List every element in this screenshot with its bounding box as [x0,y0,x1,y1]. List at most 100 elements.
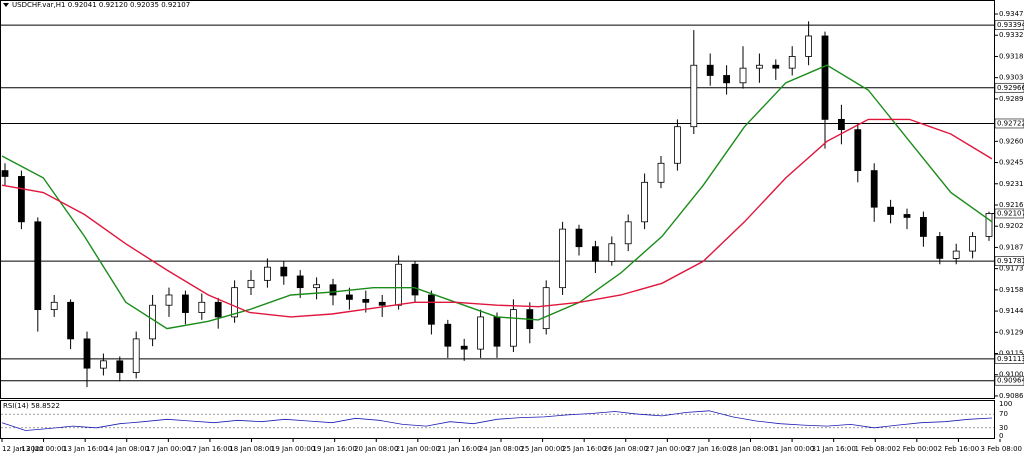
rsi-tick-label: 0 [999,432,1003,440]
level-box [994,354,1024,364]
rsi-label: RSI(14) 58.8522 [3,402,60,410]
candle-body [624,221,632,245]
candle-body [542,287,550,330]
x-tick-label: 31 Jan 16:00 [812,445,856,453]
x-tick-label: 2 Feb 16:00 [938,445,979,453]
candle-body [444,323,452,347]
candle-body [985,213,993,237]
candle-body [772,64,780,69]
rsi-tick-label: 30 [999,424,1008,432]
x-tick-label: 17 Jan 16:00 [188,445,232,453]
candle-body [969,236,976,252]
candle-body [838,118,845,131]
x-tick-label: 2 Feb 00:00 [896,445,937,453]
level-label: 0.93394 [997,21,1024,29]
x-tick-label: 12 Jan 2022 [2,445,44,453]
x-tick-label: 21 Jan 00:00 [396,445,440,453]
candle-body [34,221,42,311]
moving-average [1,64,993,330]
candle-body [460,345,468,350]
x-tick-label: 25 Jan 16:00 [562,445,606,453]
rsi-line [1,410,993,431]
candle-body [805,35,812,57]
candle-body [592,246,599,262]
level-label: 0.92966 [997,84,1024,92]
x-tick-label: 19 Jan 16:00 [313,445,357,453]
level-label: 0.92722 [997,119,1024,127]
candle-body [67,301,74,340]
y-tick-label: 0.93325 [999,31,1024,39]
candle-body [493,316,501,347]
x-tick-label: 17 Jan 00:00 [146,445,190,453]
level-box [994,256,1024,266]
candle-body [690,64,698,128]
rsi-tick-label: 70 [999,410,1008,418]
candle-body [657,162,665,183]
x-tick-label: 13 Jan 16:00 [63,445,107,453]
candle-body [83,338,91,369]
candle-body [854,129,862,171]
candle-body [870,170,878,208]
x-tick-label: 26 Jan 08:00 [604,445,648,453]
candle-body [575,228,583,248]
candle-body [706,64,714,76]
level-box [994,375,1024,386]
x-tick-label: 3 Feb 08:00 [981,445,1022,453]
candle-body [477,316,485,350]
header: USDCHF.var,H1 0.92041 0.92120 0.92035 0.… [12,1,190,9]
candle-body [920,217,927,237]
y-tick-label: 0.91295 [999,328,1024,336]
x-tick-label: 28 Jan 08:00 [728,445,772,453]
x-tick-label: 31 Jan 00:00 [770,445,814,453]
candle-body [149,304,157,340]
moving-average [1,118,993,318]
rsi-tick-label: 100 [999,400,1012,408]
candle-body [132,338,140,373]
current-price-label: 0.92107 [997,209,1024,217]
candle-body [821,35,829,120]
y-tick-label: 0.91005 [999,371,1024,379]
main-frame [0,0,995,399]
x-tick-label: 20 Jan 08:00 [354,445,398,453]
candle-body [903,214,911,218]
x-tick-label: 21 Jan 16:00 [437,445,481,453]
level-box [994,20,1024,30]
candle-body [198,301,206,313]
candle-body [723,75,730,84]
candle-body [952,250,960,259]
candle-body [50,301,58,311]
candle-body [214,301,222,318]
x-tick-label: 19 Jan 00:00 [271,445,315,453]
candle-body [788,56,796,69]
candle-body [641,181,648,223]
candle-body [509,309,517,347]
candle-body [411,263,419,296]
candle-body [887,206,894,215]
level-label: 0.91113 [997,355,1024,363]
rsi-frame [0,400,995,439]
candle-body [313,284,321,289]
x-tick-label: 1 Feb 08:00 [855,445,896,453]
candle-body [345,294,353,300]
candle-body [739,67,747,84]
y-tick-label: 0.92165 [999,201,1024,209]
y-tick-label: 0.91585 [999,286,1024,294]
y-tick-label: 0.93035 [999,74,1024,82]
candle-body [296,275,304,289]
candle-body [165,294,173,306]
y-tick-label: 0.91875 [999,243,1024,251]
menu-arrow [3,3,9,7]
candle-body [280,266,288,277]
candle-body [329,284,337,296]
level-label: 0.91781 [997,257,1024,265]
candle-body [247,279,255,289]
